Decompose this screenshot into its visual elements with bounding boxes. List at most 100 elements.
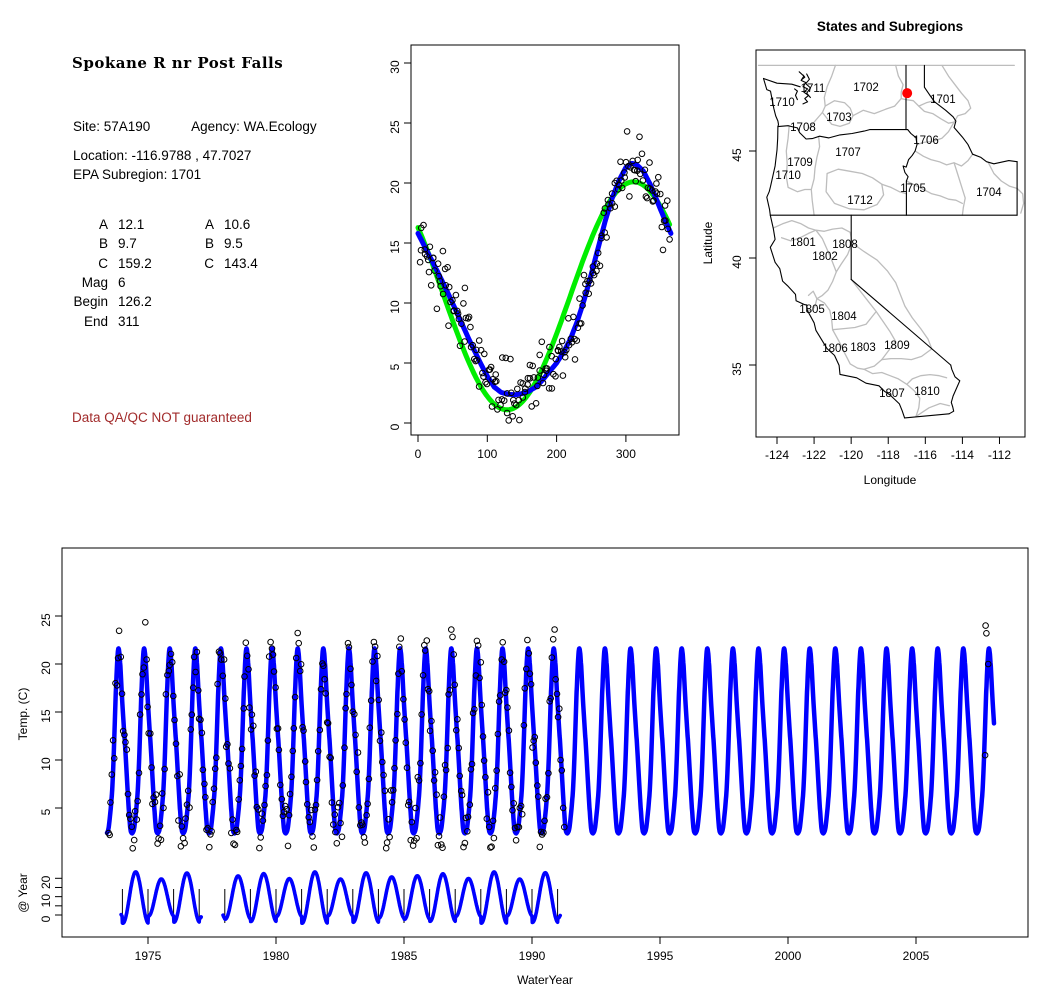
data-point (495, 698, 503, 705)
data-point (484, 789, 492, 796)
data-point (526, 670, 534, 678)
data-point (548, 654, 556, 661)
data-point (456, 772, 464, 780)
subregion-label: 1706 (913, 135, 939, 147)
lon-tick-label: -122 (802, 448, 826, 462)
data-point (277, 781, 284, 789)
data-point (274, 725, 282, 732)
stat-value: 10.6 (224, 217, 251, 232)
data-point (502, 354, 510, 362)
data-point (295, 639, 303, 647)
map-box (755, 49, 1026, 438)
data-point (147, 730, 154, 737)
data-point (444, 264, 451, 271)
data-point (364, 800, 371, 808)
data-point (122, 738, 129, 746)
data-point (642, 193, 650, 200)
data-point (466, 801, 474, 809)
data-point (488, 843, 495, 851)
data-point (439, 290, 447, 298)
data-point (523, 665, 530, 673)
state-boundary (902, 129, 918, 216)
data-point (546, 343, 553, 351)
data-point (442, 766, 450, 774)
data-point (626, 193, 633, 200)
x-tick-label: 1990 (519, 949, 546, 963)
subregion-boundary (941, 64, 972, 123)
data-point (398, 668, 406, 675)
stat-label: B (204, 236, 214, 252)
data-point (323, 719, 331, 726)
data-point (623, 128, 631, 135)
data-point (487, 363, 495, 371)
data-point (312, 801, 320, 809)
subregion-boundary (987, 162, 1025, 214)
data-point (519, 394, 527, 401)
subregion-boundary (825, 168, 885, 211)
data-point (257, 834, 265, 841)
data-point (159, 790, 166, 797)
state-boundary (948, 364, 961, 415)
data-point (216, 649, 224, 657)
data-point (577, 320, 585, 327)
data-point (547, 695, 555, 702)
data-point (388, 799, 396, 806)
subregion-label: 1804 (831, 311, 857, 323)
data-point (431, 769, 439, 776)
data-point (447, 298, 454, 306)
stat-label: Begin (73, 294, 108, 310)
data-point (631, 166, 639, 174)
data-point (529, 362, 537, 370)
data-point (190, 653, 198, 661)
observation-points (105, 619, 992, 852)
data-point (118, 690, 126, 698)
data-point (172, 740, 180, 748)
data-point (250, 722, 257, 730)
data-point (402, 739, 410, 747)
data-point (524, 636, 531, 644)
data-point (366, 724, 374, 732)
data-point (521, 388, 529, 396)
data-point (449, 297, 456, 304)
data-point (279, 812, 287, 820)
data-point (353, 768, 361, 776)
data-point (438, 841, 445, 848)
data-point (461, 839, 469, 847)
data-point (506, 769, 514, 777)
data-point (345, 643, 353, 651)
stat-value: 9.7 (118, 236, 137, 252)
map-geography (757, 64, 1025, 419)
data-point (324, 719, 332, 727)
data-point (636, 170, 644, 178)
data-point (178, 823, 186, 830)
data-point (433, 305, 441, 313)
stats-row-left: Begin 126.2 (60, 294, 151, 310)
y-tick-label: 20 (388, 180, 402, 194)
data-point (538, 338, 546, 346)
lon-tick-label: -124 (765, 448, 789, 462)
data-point (336, 799, 343, 807)
data-point (649, 198, 657, 205)
data-point (981, 751, 989, 759)
y-tick-label-sub: 10 (39, 894, 53, 908)
subregion-boundary (916, 121, 955, 146)
stat-label: A (98, 217, 108, 232)
subregion-label: 1802 (812, 251, 838, 263)
subregion-boundary (881, 348, 933, 361)
data-point (302, 778, 310, 786)
data-point (552, 676, 560, 683)
data-point (242, 639, 250, 647)
data-point (611, 203, 619, 210)
stats-row-left: B 9.7 (60, 236, 137, 251)
y-tick-label: 25 (39, 613, 53, 627)
data-point (500, 658, 508, 666)
data-point (270, 668, 278, 675)
lat-tick-label: 35 (730, 362, 744, 376)
data-point (332, 828, 339, 836)
data-point (269, 651, 277, 659)
plot-box (410, 44, 680, 436)
data-point (219, 672, 227, 680)
data-point (129, 845, 136, 852)
data-point (552, 373, 559, 380)
